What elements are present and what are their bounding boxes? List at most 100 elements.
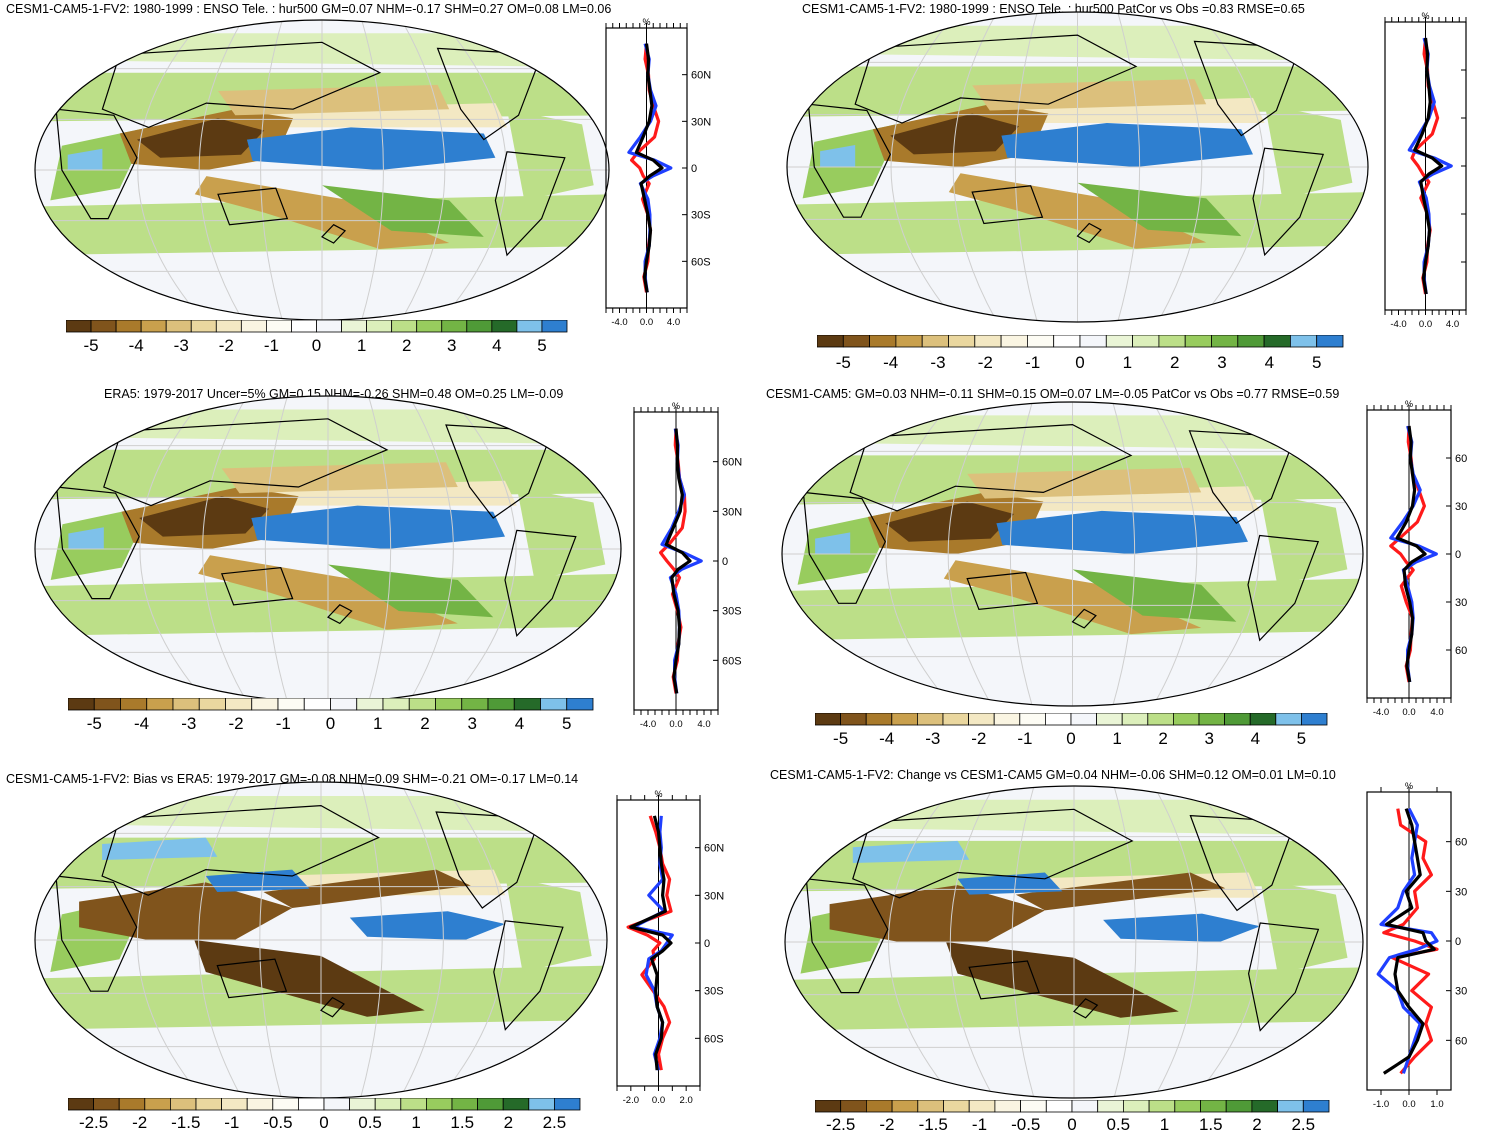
colorbar-tick-label: 3: [447, 336, 456, 355]
colorbar: [815, 713, 1328, 726]
colorbar-tick-label: -2: [971, 729, 986, 748]
colorbar-tick-label: -2: [219, 336, 234, 355]
profile-x-label: 0.0: [1419, 319, 1432, 330]
profile-lat-label: 60N: [704, 843, 724, 855]
profile-line-blue: [1389, 425, 1438, 683]
colorbar-tick-label: -3: [925, 729, 940, 748]
world-map: [34, 19, 610, 321]
colorbar-tick-label: -1.5: [919, 1115, 948, 1134]
colorbar-tick-label: -5: [836, 353, 851, 372]
colorbar-tick-label: 0: [326, 714, 335, 733]
colorbar-tick-label: 2.5: [1291, 1115, 1315, 1134]
longitude-gridline: [368, 396, 392, 702]
colorbar: [66, 320, 568, 333]
eurasia-outline: [101, 804, 380, 896]
colorbar-tick-label: 2: [402, 336, 411, 355]
longitude-gridline: [890, 12, 958, 322]
profile-line-black: [1395, 425, 1427, 683]
colorbar-tick-label: -4: [883, 353, 898, 372]
eurasia-outline: [101, 41, 382, 129]
australia-outline: [966, 571, 1039, 611]
bias-light-blue-north: [852, 840, 970, 863]
eurasia-outline: [103, 418, 389, 507]
colorbar-tick-label: 2: [1252, 1115, 1261, 1134]
new-zealand-outline: [321, 223, 347, 244]
profile-line-black: [1413, 37, 1444, 295]
colorbar-tick-label: -0.5: [1011, 1115, 1040, 1134]
longitude-gridline: [1113, 786, 1137, 1098]
profile-lat-label: 30N: [704, 890, 724, 902]
panel-model-patcor: CESM1-CAM5-1-FV2: 1980-1999 : ENSO Tele.…: [745, 0, 1489, 372]
profile-lat-label: 30S: [704, 986, 724, 998]
panel-cesm1-cam5: CESM1-CAM5: GM=0.03 NHM=-0.11 SHM=0.15 O…: [745, 378, 1489, 748]
colorbar-tick-label: -4: [879, 729, 894, 748]
longitude-gridline: [361, 20, 384, 320]
zonal-mean-profile: % -4.0 0.0 4.0 60N 30N 0 30S 60S: [605, 18, 711, 328]
profile-lat-label: 30: [1455, 986, 1467, 998]
bias-brown-spac: [946, 942, 1179, 1018]
colorbar-tick-label: -2: [228, 714, 243, 733]
colorbar-cell: [1158, 335, 1186, 348]
profile-lat-label: 60: [1455, 837, 1467, 849]
longitude-gridline: [1192, 402, 1260, 706]
longitude-gridline: [264, 396, 288, 702]
south-america-outline: [1252, 147, 1325, 257]
americas-green: [507, 109, 594, 201]
colorbar-cell: [1237, 335, 1265, 348]
colorbar-cell: [948, 335, 976, 348]
colorbar-tick-label: -2: [132, 1113, 147, 1132]
world-map: [784, 785, 1364, 1099]
colorbar-tick-label: -5: [833, 729, 848, 748]
profile-x-label: -4.0: [1373, 707, 1389, 718]
map-border: [781, 401, 1364, 707]
colorbar-cell: [1289, 335, 1318, 348]
colorbar-cell: [1105, 335, 1133, 348]
colorbar-tick-label: -4: [129, 336, 144, 355]
map-field: [35, 782, 607, 1098]
profile-line-black: [634, 43, 664, 293]
longitude-gridline: [202, 396, 248, 702]
colorbar-tick-label: 5: [1312, 353, 1321, 372]
colorbar-labels: -2.5 -2 -1.5 -1 -0.5 0 0.5 1 1.5 2 2.5: [826, 1115, 1315, 1134]
profile-x-label: 4.0: [1446, 319, 1459, 330]
panel-title: CESM1-CAM5-1-FV2: 1980-1999 : ENSO Tele.…: [802, 2, 1305, 16]
longitude-gridline: [360, 782, 383, 1098]
colorbar-cell: [566, 698, 594, 711]
longitude-gridline: [401, 20, 446, 320]
panel-title: ERA5: 1979-2017 Uncer=5% GM=0.15 NHM=-0.…: [104, 387, 564, 401]
colorbar-tick-label: 2.5: [543, 1113, 567, 1132]
warm-pool-dark: [137, 118, 265, 158]
colorbar-tick-label: 0: [1067, 1115, 1076, 1134]
profile-lat-label: 60: [1455, 645, 1467, 657]
colorbar-tick-label: -2.5: [826, 1115, 855, 1134]
colorbar-tick-label: 1.5: [1199, 1115, 1223, 1134]
australia-outline: [217, 187, 289, 226]
profile-line-red: [626, 815, 673, 1071]
profile-lat-label: 30: [1455, 886, 1467, 898]
longitude-gridline: [139, 396, 207, 702]
new-zealand-outline: [327, 604, 353, 625]
colorbar-tick-label: 1: [373, 714, 382, 733]
profile-x-label: 0.0: [640, 317, 653, 328]
colorbar-tick-label: -5: [83, 336, 98, 355]
longitude-gridline: [439, 782, 506, 1098]
colorbar-cell: [1000, 335, 1028, 348]
spac-green: [1072, 569, 1237, 622]
enso-blue-tongue: [996, 510, 1248, 554]
bias-blue-tongue: [349, 911, 506, 940]
colorbar-tick-label: -3: [930, 353, 945, 372]
longitude-gridline: [1153, 786, 1199, 1098]
colorbar-tick-label: 0: [1075, 353, 1084, 372]
colorbar-tick-label: -1: [1025, 353, 1040, 372]
longitude-gridline: [1112, 402, 1136, 706]
profile-lat-label: 60N: [722, 457, 742, 469]
spac-green: [328, 564, 494, 618]
south-america-outline: [1247, 534, 1320, 642]
south-america-outline: [504, 529, 577, 638]
warm-pool-dark: [885, 501, 1014, 542]
profile-lat-label: 60S: [691, 256, 711, 268]
zonal-mean-profile: % -1.0 0.0 1.0 60 30 0 30 60: [1366, 782, 1467, 1110]
profile-lat-label: 30N: [722, 506, 742, 518]
world-map: [781, 401, 1364, 707]
west-indian-blue: [815, 532, 851, 554]
